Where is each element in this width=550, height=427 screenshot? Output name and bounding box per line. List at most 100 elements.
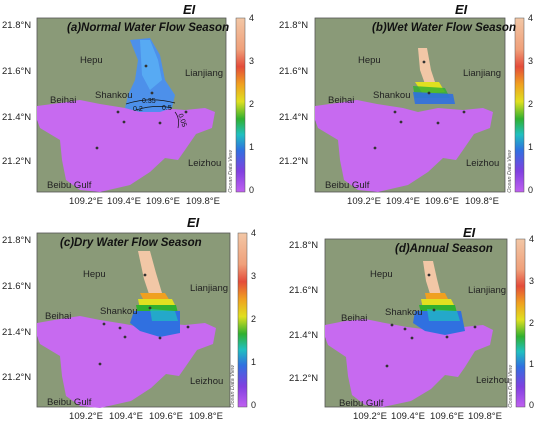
colorbar xyxy=(235,17,246,193)
sea-area xyxy=(325,319,493,407)
y-tick: 21.2°N xyxy=(2,156,32,167)
colorbar-tick: 4 xyxy=(529,234,535,244)
x-tick: 109.6°E xyxy=(146,196,180,207)
colorbar-tick: 0 xyxy=(529,400,535,410)
colorbar xyxy=(237,232,248,408)
variable-label: EI xyxy=(463,225,476,240)
panel-title: (b)Wet Water Flow Season xyxy=(372,22,516,34)
x-tick: 109.8°E xyxy=(465,196,499,207)
x-tick: 109.2°E xyxy=(347,196,381,207)
map-svg xyxy=(324,238,526,408)
x-tick: 109.8°E xyxy=(186,196,220,207)
panel-title: (a)Normal Water Flow Season xyxy=(67,22,230,34)
colorbar-tick: 3 xyxy=(249,56,255,66)
y-tick: 21.8°N xyxy=(2,20,32,31)
map-panel-d: EI (d)Annual Season Hepu Lianjiang Shank… xyxy=(275,213,550,427)
colorbar-tick: 3 xyxy=(528,56,534,66)
colorbar-watermark: Ocean Data View xyxy=(507,150,513,193)
place-lianjiang: Lianjiang xyxy=(190,283,229,294)
map-panel-c: EI (c)Dry Water Flow Season Hepu Lianjia… xyxy=(0,213,275,427)
colorbar-tick: 3 xyxy=(251,271,257,281)
colorbar-tick: 0 xyxy=(251,400,257,410)
x-tick: 109.4°E xyxy=(107,196,141,207)
colorbar-tick: 1 xyxy=(528,142,534,152)
estuary-channel xyxy=(138,251,162,297)
colorbar-watermark: Ocean Data View xyxy=(508,365,514,408)
map-svg xyxy=(314,17,525,193)
place-beibu: Beibu Gulf xyxy=(47,397,92,408)
colorbar-tick: 0 xyxy=(528,185,534,195)
contour-label: 0.2 xyxy=(133,106,143,113)
map-panel-b: EI (b)Wet Water Flow Season Hepu Lianjia… xyxy=(275,0,550,213)
y-tick: 21.2°N xyxy=(2,372,32,383)
x-tick: 109.6°E xyxy=(430,411,464,422)
place-beibu: Beibu Gulf xyxy=(47,180,92,191)
x-tick: 109.4°E xyxy=(109,411,143,422)
y-tick: 21.6°N xyxy=(2,281,32,292)
variable-label: EI xyxy=(187,215,200,230)
estuary-channel xyxy=(418,48,435,84)
colorbar-tick: 2 xyxy=(251,314,257,324)
y-tick: 21.4°N xyxy=(2,112,32,123)
colorbar xyxy=(515,238,526,408)
place-shankou: Shankou xyxy=(385,307,423,318)
variable-label: EI xyxy=(183,2,196,17)
place-beibu: Beibu Gulf xyxy=(339,398,384,409)
colorbar-watermark: Ocean Data View xyxy=(230,365,236,408)
y-tick: 21.6°N xyxy=(279,66,309,77)
y-tick: 21.6°N xyxy=(289,285,319,296)
place-beibu: Beibu Gulf xyxy=(325,180,370,191)
x-tick: 109.2°E xyxy=(69,196,103,207)
colorbar-tick: 4 xyxy=(528,13,534,23)
place-leizhou: Leizhou xyxy=(476,375,510,386)
x-tick: 109.4°E xyxy=(391,411,425,422)
place-shankou: Shankou xyxy=(373,90,411,101)
x-tick: 109.4°E xyxy=(386,196,420,207)
colorbar-tick: 3 xyxy=(529,276,535,286)
colorbar-tick: 2 xyxy=(529,318,535,328)
y-tick: 21.4°N xyxy=(289,330,319,341)
colorbar-tick: 1 xyxy=(251,357,257,367)
place-beihai: Beihai xyxy=(45,311,72,322)
colorbar-tick: 4 xyxy=(251,228,257,238)
place-leizhou: Leizhou xyxy=(188,158,222,169)
y-tick: 21.6°N xyxy=(2,66,32,77)
colorbar-tick: 4 xyxy=(249,13,255,23)
panel-title: (c)Dry Water Flow Season xyxy=(60,237,202,249)
sea-area xyxy=(37,100,215,192)
map-svg xyxy=(36,232,248,408)
sea-area xyxy=(315,100,493,192)
y-tick: 21.2°N xyxy=(289,373,319,384)
place-hepu: Hepu xyxy=(370,269,393,280)
x-tick: 109.8°E xyxy=(189,411,223,422)
y-tick: 21.4°N xyxy=(2,327,32,338)
place-lianjiang: Lianjiang xyxy=(468,285,507,296)
place-hepu: Hepu xyxy=(80,55,103,66)
x-tick: 109.2°E xyxy=(353,411,387,422)
place-hepu: Hepu xyxy=(83,269,106,280)
place-lianjiang: Lianjiang xyxy=(185,68,224,79)
variable-label: EI xyxy=(455,2,468,17)
y-tick: 21.8°N xyxy=(289,240,319,251)
y-tick: 21.8°N xyxy=(2,235,32,246)
place-leizhou: Leizhou xyxy=(190,376,224,387)
place-beihai: Beihai xyxy=(328,95,355,106)
colorbar-tick: 2 xyxy=(249,99,255,109)
place-beihai: Beihai xyxy=(50,95,77,106)
estuary-channel xyxy=(423,261,441,297)
place-hepu: Hepu xyxy=(358,55,381,66)
map-panel-a: EI xyxy=(0,0,275,213)
colorbar-watermark: Ocean Data View xyxy=(228,150,234,193)
x-tick: 109.6°E xyxy=(425,196,459,207)
y-tick: 21.2°N xyxy=(279,156,309,167)
x-tick: 109.8°E xyxy=(468,411,502,422)
place-lianjiang: Lianjiang xyxy=(463,68,502,79)
colorbar-tick: 0 xyxy=(249,185,255,195)
y-tick: 21.4°N xyxy=(279,112,309,123)
place-shankou: Shankou xyxy=(100,306,138,317)
colorbar xyxy=(514,17,525,193)
place-shankou: Shankou xyxy=(95,90,133,101)
place-beihai: Beihai xyxy=(341,313,368,324)
contour-label: 0.5 xyxy=(162,105,172,112)
contour-label: 0.35 xyxy=(142,98,156,105)
